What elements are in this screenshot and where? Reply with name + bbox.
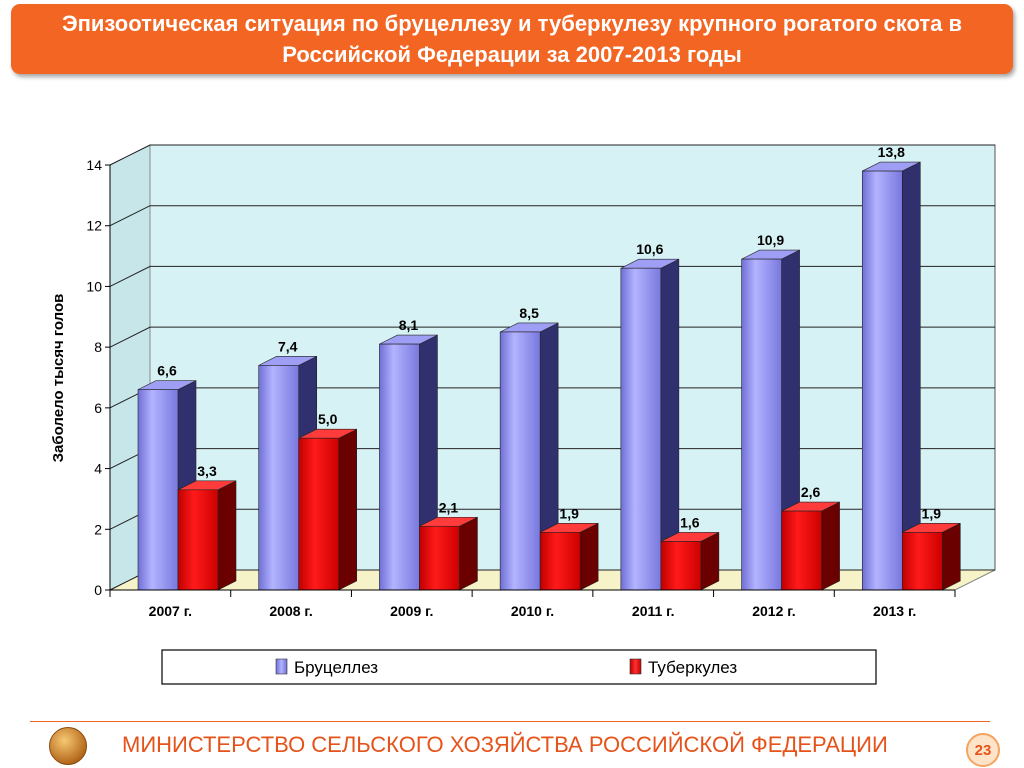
y-tick-label: 2 — [94, 521, 102, 537]
bar-side — [338, 428, 358, 591]
x-tick-label: 2010 г. — [511, 603, 554, 619]
data-label-tuberculosis: 5,0 — [318, 411, 338, 427]
x-tick-label: 2008 г. — [269, 603, 312, 619]
data-label-brucellosis: 10,9 — [757, 232, 784, 248]
bar-front — [137, 389, 179, 591]
bar-tuberculosis — [781, 501, 840, 591]
bar-front — [298, 437, 340, 591]
gridline — [109, 144, 995, 166]
y-tick-label: 6 — [94, 400, 102, 416]
bar-tuberculosis — [177, 480, 237, 591]
bar-front — [177, 489, 219, 591]
footer-ministry-name: МИНИСТЕРСТВО СЕЛЬСКОГО ХОЗЯЙСТВА РОССИЙС… — [122, 732, 888, 757]
legend-swatch-brucellosis — [275, 658, 288, 675]
gridline — [109, 205, 995, 227]
ministry-emblem-icon — [49, 727, 87, 765]
bar-tuberculosis — [660, 531, 720, 591]
x-tick-label: 2012 г. — [752, 603, 795, 619]
bar-brucellosis — [861, 161, 921, 591]
data-label-brucellosis: 7,4 — [278, 338, 298, 354]
data-label-brucellosis: 6,6 — [157, 363, 177, 379]
slide-title: Эпизоотическая ситуация по бруцеллезу и … — [61, 11, 963, 67]
bar-brucellosis — [499, 322, 559, 591]
bar-front — [379, 343, 420, 591]
x-tick-label: 2013 г. — [873, 603, 916, 619]
bar-front — [741, 258, 782, 591]
bar-side — [459, 516, 478, 591]
bar-tuberculosis — [419, 516, 478, 591]
bar-front — [539, 532, 581, 591]
bar-tuberculosis — [298, 428, 358, 591]
legend-swatch-tuberculosis — [629, 658, 642, 675]
legend-label-brucellosis: Бруцеллез — [294, 658, 378, 677]
legend-label-tuberculosis: Туберкулез — [648, 658, 737, 677]
y-tick-label: 12 — [86, 218, 102, 234]
bar-chart: 0 2 4 6 8 10 12 14 6,6 3,3 7,4 5,0 8,1 2,1 8,5 1,9 10,6… — [50, 144, 996, 685]
bar-front — [861, 170, 903, 591]
bar-side — [941, 522, 961, 591]
y-tick-label: 14 — [86, 157, 102, 173]
data-label-brucellosis: 10,6 — [636, 241, 663, 257]
bar-brucellosis — [741, 249, 800, 591]
bar-side — [579, 522, 599, 591]
x-tick-label: 2011 г. — [632, 603, 675, 619]
bar-side — [821, 501, 840, 591]
y-axis-title: Заболело тысяч голов — [50, 294, 67, 463]
bars — [137, 161, 961, 591]
bar-front — [660, 541, 702, 591]
bar-tuberculosis — [901, 522, 961, 591]
data-label-tuberculosis: 2,6 — [801, 484, 821, 500]
gridline — [109, 265, 995, 287]
data-label-brucellosis: 8,1 — [399, 317, 419, 333]
legend: Бруцеллез Туберкулез — [161, 649, 877, 685]
y-tick-label: 8 — [94, 339, 102, 355]
data-label-tuberculosis: 1,6 — [680, 514, 700, 530]
bar-front — [620, 267, 662, 591]
bar-tuberculosis — [539, 522, 599, 591]
y-axis: 0 2 4 6 8 10 12 14 — [86, 157, 111, 598]
page-number-badge: 23 — [966, 733, 1000, 767]
bar-front — [781, 510, 822, 591]
data-labels: 6,6 3,3 7,4 5,0 8,1 2,1 8,5 1,9 10,6 1,6 10,9 2,6 13… — [157, 144, 941, 530]
x-tick-label: 2007 г. — [149, 603, 192, 619]
data-label-brucellosis: 13,8 — [878, 144, 905, 160]
bar-brucellosis — [137, 380, 197, 591]
legend-box — [161, 649, 877, 685]
x-axis: 2007 г. 2008 г. 2009 г. 2010 г. 2011 г. 2012 … — [109, 589, 956, 619]
bar-side — [700, 531, 720, 591]
title-banner: Эпизоотическая ситуация по бруцеллезу и … — [11, 4, 1013, 74]
data-label-tuberculosis: 1,9 — [559, 505, 579, 521]
data-label-tuberculosis: 3,3 — [197, 463, 217, 479]
bar-brucellosis — [620, 258, 680, 591]
bar-front — [258, 365, 300, 591]
gridline — [109, 326, 995, 348]
bar-front — [499, 331, 541, 591]
y-tick-label: 4 — [94, 461, 102, 477]
bar-front — [419, 525, 460, 591]
x-tick-label: 2009 г. — [390, 603, 433, 619]
y-tick-label: 0 — [94, 582, 102, 598]
data-label-tuberculosis: 1,9 — [922, 505, 942, 521]
bar-front — [901, 532, 943, 591]
footer-divider — [30, 721, 990, 722]
data-label-tuberculosis: 2,1 — [439, 499, 459, 515]
data-label-brucellosis: 8,5 — [519, 305, 539, 321]
bar-side — [217, 480, 237, 591]
y-tick-label: 10 — [86, 278, 102, 294]
